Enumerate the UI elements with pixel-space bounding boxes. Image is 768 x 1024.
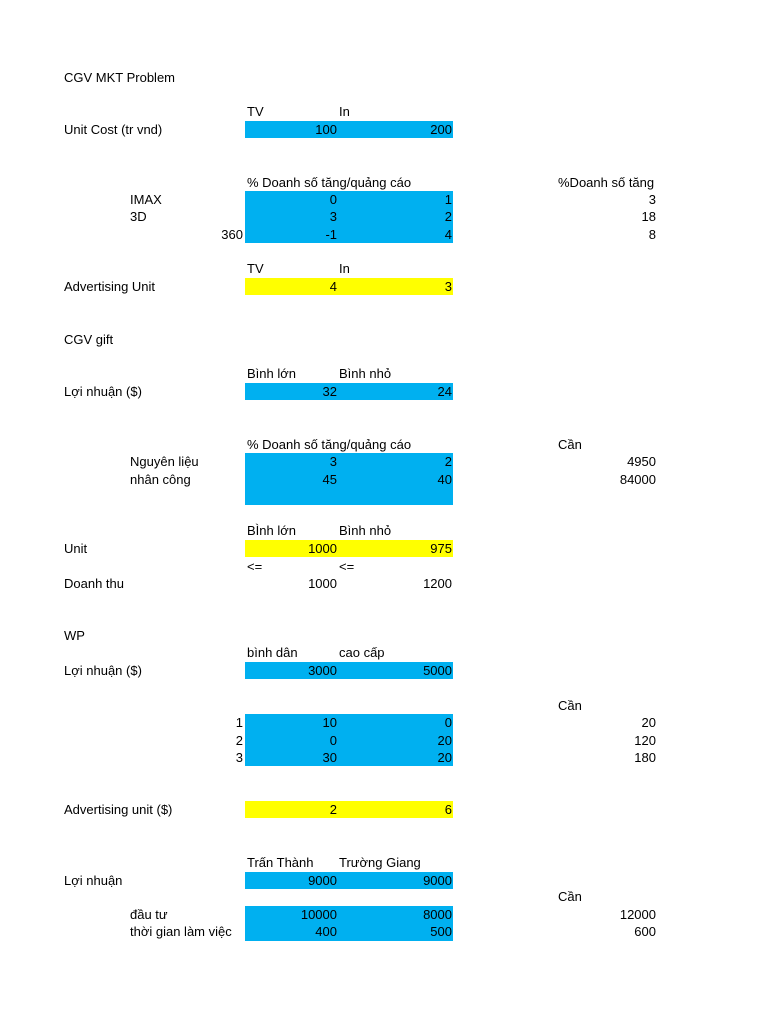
artists-profit-label: Lợi nhuận — [64, 873, 123, 888]
wp-resources-band — [245, 714, 453, 766]
unit-band — [245, 540, 453, 557]
wp-advertising-band — [245, 801, 453, 818]
revenue-a-cell[interactable]: 1000 — [308, 576, 337, 591]
need-cell[interactable]: 12000 — [619, 907, 656, 922]
effect-right-cell[interactable]: 3 — [648, 192, 656, 207]
unit-b-cell[interactable]: 975 — [430, 541, 452, 556]
profit-label: Lợi nhuận ($) — [64, 384, 142, 399]
header-tv: TV — [247, 261, 264, 276]
resources-header: % Doanh số tăng/quảng cáo — [247, 437, 412, 452]
artists-row-label: thời gian làm việc — [130, 924, 232, 939]
wp-advertising-b-cell[interactable]: 6 — [444, 802, 452, 817]
header-binh-nho: Bình nhỏ — [339, 523, 392, 538]
header-binh-dan: bình dân — [247, 645, 298, 660]
resource-row-label: nhân công — [130, 472, 191, 487]
need-cell[interactable]: 180 — [634, 750, 656, 765]
need-cell[interactable]: 120 — [634, 733, 656, 748]
wp-profit-a-cell[interactable]: 3000 — [308, 663, 337, 678]
effect-header: % Doanh số tăng/quảng cáo — [247, 175, 412, 190]
header-binh-lon: BÌnh lớn — [247, 523, 296, 538]
profit-b-cell[interactable]: 24 — [437, 384, 452, 399]
need-header: Cần — [558, 698, 582, 713]
effect-right-header: %Doanh số tăng — [558, 175, 655, 190]
resources-band — [245, 453, 453, 505]
effect-row-label: IMAX — [130, 192, 162, 207]
need-header: Cần — [558, 889, 582, 904]
advertising-unit-band — [245, 278, 453, 295]
header-truong-giang: Trường Giang — [339, 855, 421, 870]
need-cell[interactable]: 600 — [634, 924, 656, 939]
effect-cell[interactable]: 3 — [329, 209, 337, 224]
advertising-unit-label: Advertising Unit — [64, 279, 156, 294]
constraint-b: <= — [339, 559, 355, 574]
wp-advertising-a-cell[interactable]: 2 — [329, 802, 337, 817]
unit-label: Unit — [64, 541, 88, 556]
unit-cost-tv-cell[interactable]: 100 — [315, 122, 337, 137]
wp-cell[interactable]: 30 — [322, 750, 337, 765]
need-cell[interactable]: 84000 — [619, 472, 656, 487]
section-title-cgv-mkt: CGV MKT Problem — [64, 70, 176, 85]
effect-cell[interactable]: 2 — [444, 209, 452, 224]
profit-band — [245, 383, 453, 400]
profit-a-cell[interactable]: 32 — [322, 384, 337, 399]
effect-cell[interactable]: 4 — [444, 227, 452, 242]
wp-cell[interactable]: 0 — [444, 715, 452, 730]
effect-cell[interactable]: 0 — [329, 192, 337, 207]
effect-row-label: 360 — [221, 227, 243, 242]
wp-advertising-label: Advertising unit ($) — [64, 802, 173, 817]
wp-profit-band — [245, 662, 453, 679]
section-title-cgv-gift: CGV gift — [64, 332, 114, 347]
section-title-wp: WP — [64, 628, 85, 643]
artists-profit-band — [245, 872, 453, 889]
artists-cell[interactable]: 10000 — [300, 907, 337, 922]
unit-cost-in-cell[interactable]: 200 — [430, 122, 452, 137]
effect-right-cell[interactable]: 18 — [641, 209, 656, 224]
effect-right-cell[interactable]: 8 — [648, 227, 656, 242]
resource-cell[interactable]: 45 — [322, 472, 337, 487]
effect-row-label: 3D — [130, 209, 147, 224]
resource-row-label: Nguyên liệu — [130, 454, 199, 469]
artists-cell[interactable]: 400 — [315, 924, 337, 939]
artists-cell[interactable]: 8000 — [423, 907, 452, 922]
resource-cell[interactable]: 2 — [444, 454, 452, 469]
wp-cell[interactable]: 20 — [437, 733, 452, 748]
unit-a-cell[interactable]: 1000 — [308, 541, 337, 556]
artists-cell[interactable]: 500 — [430, 924, 452, 939]
need-cell[interactable]: 4950 — [627, 454, 656, 469]
header-binh-nho: Bình nhỏ — [339, 366, 392, 381]
wp-row-label: 1 — [235, 715, 243, 730]
unit-cost-label: Unit Cost (tr vnd) — [64, 122, 163, 137]
need-cell[interactable]: 20 — [641, 715, 656, 730]
header-cao-cap: cao cấp — [339, 645, 385, 660]
constraint-a: <= — [247, 559, 263, 574]
wp-profit-label: Lợi nhuận ($) — [64, 663, 142, 678]
effect-band — [245, 191, 453, 243]
resource-cell[interactable]: 3 — [329, 454, 337, 469]
header-binh-lon: Bình lớn — [247, 366, 296, 381]
artists-profit-b-cell[interactable]: 9000 — [423, 873, 452, 888]
artists-row-label: đầu tư — [130, 907, 168, 922]
revenue-b-cell[interactable]: 1200 — [423, 576, 452, 591]
artists-resources-band — [245, 906, 453, 941]
advertising-in-cell[interactable]: 3 — [444, 279, 452, 294]
wp-cell[interactable]: 10 — [322, 715, 337, 730]
unit-cost-band — [245, 121, 453, 138]
wp-profit-b-cell[interactable]: 5000 — [423, 663, 452, 678]
effect-cell[interactable]: 1 — [444, 192, 452, 207]
resource-cell[interactable]: 40 — [437, 472, 452, 487]
header-tv: TV — [247, 104, 264, 119]
need-header: Cần — [558, 437, 582, 452]
advertising-tv-cell[interactable]: 4 — [329, 279, 337, 294]
header-tran-thanh: Trấn Thành — [247, 855, 314, 870]
effect-cell[interactable]: -1 — [325, 227, 337, 242]
wp-cell[interactable]: 0 — [329, 733, 337, 748]
wp-row-label: 2 — [235, 733, 243, 748]
artists-profit-a-cell[interactable]: 9000 — [308, 873, 337, 888]
header-in: In — [339, 261, 350, 276]
header-in: In — [339, 104, 350, 119]
wp-cell[interactable]: 20 — [437, 750, 452, 765]
wp-row-label: 3 — [235, 750, 243, 765]
revenue-label: Doanh thu — [64, 576, 124, 591]
